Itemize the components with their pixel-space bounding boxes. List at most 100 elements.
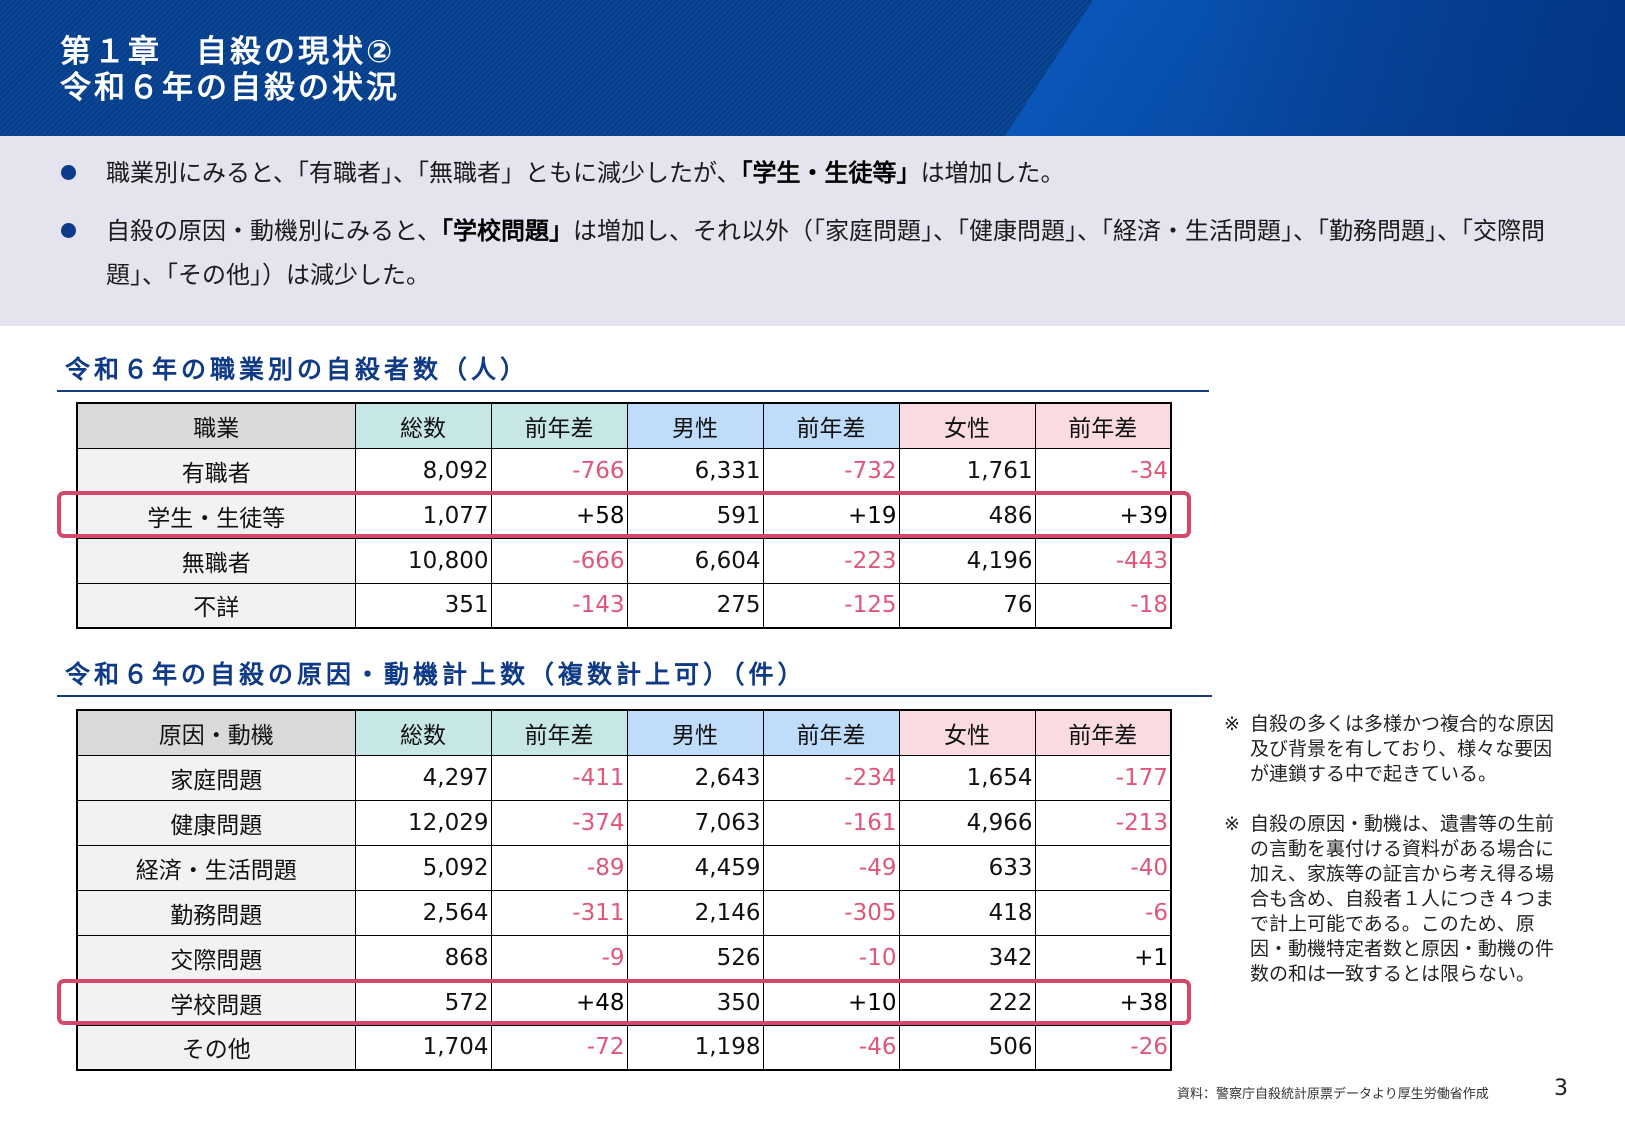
table-row: その他 1,704 -72 1,198 -46 506 -26 [76, 1024, 1172, 1071]
diff-cell: +39 [1034, 492, 1172, 539]
table-row: 学校問題 572 +48 350 +10 222 +38 [76, 979, 1172, 1026]
count-cell: 1,198 [626, 1024, 764, 1071]
col-header-total-diff: 前年差 [490, 709, 628, 756]
page-title: 第１章 自殺の現状② 令和６年の自殺の状況 [60, 34, 400, 106]
col-header-male: 男性 [626, 402, 764, 449]
count-cell: 4,196 [898, 537, 1036, 584]
diff-cell: +58 [490, 492, 628, 539]
table-row: 有職者 8,092 -766 6,331 -732 1,761 -34 [76, 447, 1172, 494]
source-credit: 資料：警察庁自殺統計原票データより厚生労働省作成 [1177, 1087, 1489, 1102]
bullet-emphasis: 「学生・生徒等」 [740, 159, 921, 187]
col-header-male-diff: 前年差 [762, 709, 900, 756]
count-cell: 526 [626, 934, 764, 981]
count-cell: 1,761 [898, 447, 1036, 494]
col-header-female-diff: 前年差 [1034, 402, 1172, 449]
bullet-text: は増加し、それ以外（「家庭問題」、「健康問題」、「経済・生活問題」、「勤務問題」… [106, 217, 1546, 289]
diff-cell: -34 [1034, 447, 1172, 494]
diff-cell: -10 [762, 934, 900, 981]
diff-cell: -125 [762, 582, 900, 629]
count-cell: 4,966 [898, 799, 1036, 846]
row-label: その他 [76, 1024, 356, 1071]
table-row: 無職者 10,800 -666 6,604 -223 4,196 -443 [76, 537, 1172, 584]
count-cell: 4,459 [626, 844, 764, 891]
bullet-text: 職業別にみると、「有職者」、「無職者」ともに減少したが、 [106, 159, 741, 187]
row-label: 不詳 [76, 582, 356, 629]
slide-header: 第１章 自殺の現状② 令和６年の自殺の状況 [0, 0, 1625, 136]
bullet-text: 自殺の原因・動機別にみると、 [106, 217, 442, 245]
col-header-total-diff: 前年差 [490, 402, 628, 449]
col-header-occupation: 職業 [76, 402, 356, 449]
diff-cell: -161 [762, 799, 900, 846]
summary-bullet-1: 職業別にみると、「有職者」、「無職者」ともに減少したが、「学生・生徒等」は増加し… [58, 151, 1568, 195]
summary-panel: 職業別にみると、「有職者」、「無職者」ともに減少したが、「学生・生徒等」は増加し… [0, 136, 1625, 326]
footnote-text: 自殺の多くは多様かつ複合的な原因及び背景を有しており、様々な要因が連鎖する中で起… [1250, 713, 1555, 785]
col-header-female: 女性 [898, 709, 1036, 756]
bullet-dot-icon [61, 223, 76, 238]
count-cell: 506 [898, 1024, 1036, 1071]
diff-cell: -40 [1034, 844, 1172, 891]
diff-cell: -72 [490, 1024, 628, 1071]
diff-cell: -49 [762, 844, 900, 891]
count-cell: 275 [626, 582, 764, 629]
chapter-title: 第１章 自殺の現状② [60, 34, 396, 70]
bullet-text: は増加した。 [920, 159, 1065, 187]
count-cell: 76 [898, 582, 1036, 629]
diff-cell: -411 [490, 754, 628, 801]
row-label: 学生・生徒等 [76, 492, 356, 539]
summary-bullet-2: 自殺の原因・動機別にみると、「学校問題」は増加し、それ以外（「家庭問題」、「健康… [58, 209, 1568, 297]
count-cell: 8,092 [354, 447, 492, 494]
footnote-text: 自殺の原因・動機は、遺書等の生前の言動を裏付ける資料がある場合に加え、家族等の証… [1250, 813, 1555, 985]
count-cell: 350 [626, 979, 764, 1026]
count-cell: 486 [898, 492, 1036, 539]
footnotes: ※ 自殺の多くは多様かつ複合的な原因及び背景を有しており、様々な要因が連鎖する中… [1224, 712, 1564, 1012]
count-cell: 2,146 [626, 889, 764, 936]
col-header-total: 総数 [354, 709, 492, 756]
count-cell: 6,604 [626, 537, 764, 584]
diff-cell: -6 [1034, 889, 1172, 936]
footnote-1: ※ 自殺の多くは多様かつ複合的な原因及び背景を有しており、様々な要因が連鎖する中… [1224, 712, 1564, 787]
table-row: 不詳 351 -143 275 -125 76 -18 [76, 582, 1172, 629]
count-cell: 222 [898, 979, 1036, 1026]
row-label: 勤務問題 [76, 889, 356, 936]
diff-cell: -46 [762, 1024, 900, 1071]
row-label: 有職者 [76, 447, 356, 494]
count-cell: 10,800 [354, 537, 492, 584]
diff-cell: +19 [762, 492, 900, 539]
count-cell: 1,704 [354, 1024, 492, 1071]
diff-cell: -213 [1034, 799, 1172, 846]
table-row: 勤務問題 2,564 -311 2,146 -305 418 -6 [76, 889, 1172, 936]
col-header-female-diff: 前年差 [1034, 709, 1172, 756]
bullet-dot-icon [61, 165, 76, 180]
count-cell: 2,564 [354, 889, 492, 936]
footnote-2: ※ 自殺の原因・動機は、遺書等の生前の言動を裏付ける資料がある場合に加え、家族等… [1224, 812, 1564, 987]
diff-cell: -732 [762, 447, 900, 494]
count-cell: 1,654 [898, 754, 1036, 801]
count-cell: 2,643 [626, 754, 764, 801]
col-header-female: 女性 [898, 402, 1036, 449]
table-row: 家庭問題 4,297 -411 2,643 -234 1,654 -177 [76, 754, 1172, 801]
count-cell: 633 [898, 844, 1036, 891]
diff-cell: -223 [762, 537, 900, 584]
table-row: 学生・生徒等 1,077 +58 591 +19 486 +39 [76, 492, 1172, 539]
diff-cell: -234 [762, 754, 900, 801]
count-cell: 342 [898, 934, 1036, 981]
note-mark-icon: ※ [1224, 813, 1240, 835]
cause-table-title: 令和６年の自殺の原因・動機計上数（複数計上可）（件） [57, 657, 1212, 697]
diff-cell: +10 [762, 979, 900, 1026]
col-header-cause: 原因・動機 [76, 709, 356, 756]
count-cell: 4,297 [354, 754, 492, 801]
count-cell: 868 [354, 934, 492, 981]
col-header-male-diff: 前年差 [762, 402, 900, 449]
diff-cell: -666 [490, 537, 628, 584]
cause-motive-table: 原因・動機 総数 前年差 男性 前年差 女性 前年差 家庭問題 4,297 -411… [76, 709, 1172, 1071]
slide-title: 令和６年の自殺の状況 [60, 70, 400, 106]
table-header-row: 原因・動機 総数 前年差 男性 前年差 女性 前年差 [76, 709, 1172, 756]
table-row: 健康問題 12,029 -374 7,063 -161 4,966 -213 [76, 799, 1172, 846]
count-cell: 6,331 [626, 447, 764, 494]
diff-cell: -177 [1034, 754, 1172, 801]
count-cell: 1,077 [354, 492, 492, 539]
count-cell: 5,092 [354, 844, 492, 891]
count-cell: 572 [354, 979, 492, 1026]
diff-cell: -374 [490, 799, 628, 846]
diff-cell: -311 [490, 889, 628, 936]
